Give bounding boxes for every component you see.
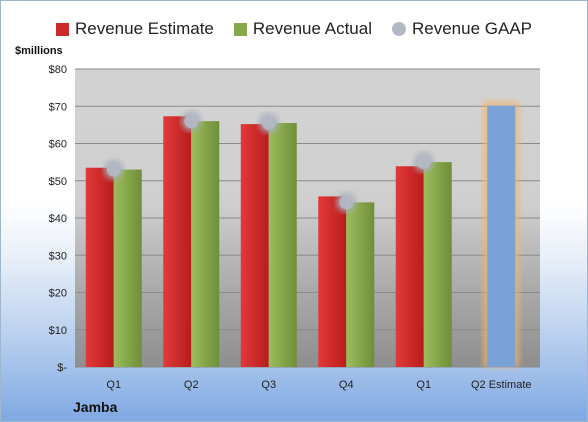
y-tick-label: $80 [49, 64, 67, 76]
legend-label-gaap: Revenue GAAP [411, 19, 532, 38]
x-tick-label: Q2 Estimate [471, 379, 532, 391]
y-axis-units-label: $millions [15, 45, 63, 57]
y-tick-label: $70 [49, 101, 67, 113]
bar-revenue-estimate [395, 166, 424, 367]
y-tick-label: $40 [49, 213, 67, 225]
x-tick-label: Q1 [416, 379, 431, 391]
legend-label-actual: Revenue Actual [252, 19, 372, 38]
legend-item-actual: Revenue Actual [233, 19, 372, 39]
y-tick-label: $10 [49, 325, 67, 337]
bar-revenue-estimate [240, 124, 269, 367]
bar-revenue-estimate [163, 116, 192, 368]
company-name: Jamba [73, 399, 118, 415]
legend-label-estimate: Revenue Estimate [74, 19, 214, 38]
legend-item-gaap: Revenue GAAP [391, 19, 532, 39]
legend-item-estimate: Revenue Estimate [55, 19, 214, 39]
marker-revenue-gaap-core [184, 114, 199, 129]
marker-revenue-gaap-core [106, 162, 121, 177]
legend-marker-gaap [391, 22, 406, 36]
x-tick-label: Q1 [106, 379, 121, 391]
legend: Revenue Estimate Revenue Actual Revenue … [1, 17, 587, 41]
legend-swatch-estimate [55, 22, 69, 36]
marker-revenue-gaap-core [339, 195, 354, 210]
marker-revenue-gaap-core [416, 155, 431, 170]
marker-revenue-gaap-core [261, 116, 276, 131]
bar-revenue-actual [423, 162, 452, 367]
bar-revenue-actual [346, 202, 375, 367]
bar-revenue-forecast [487, 105, 516, 367]
x-tick-label: Q4 [339, 379, 354, 391]
y-tick-label: $20 [49, 288, 67, 300]
legend-swatch-actual [233, 22, 247, 36]
y-tick-label: $60 [49, 139, 67, 151]
bar-revenue-actual [191, 121, 220, 368]
y-tick-label: $50 [49, 176, 67, 188]
bar-revenue-actual [113, 169, 142, 367]
y-tick-label: $30 [49, 250, 67, 262]
x-tick-label: Q3 [261, 379, 276, 391]
y-tick-label: $- [57, 362, 67, 374]
bar-revenue-estimate [85, 167, 114, 367]
x-tick-label: Q2 [184, 379, 199, 391]
bar-revenue-actual [268, 123, 297, 367]
bar-revenue-estimate [318, 196, 347, 367]
